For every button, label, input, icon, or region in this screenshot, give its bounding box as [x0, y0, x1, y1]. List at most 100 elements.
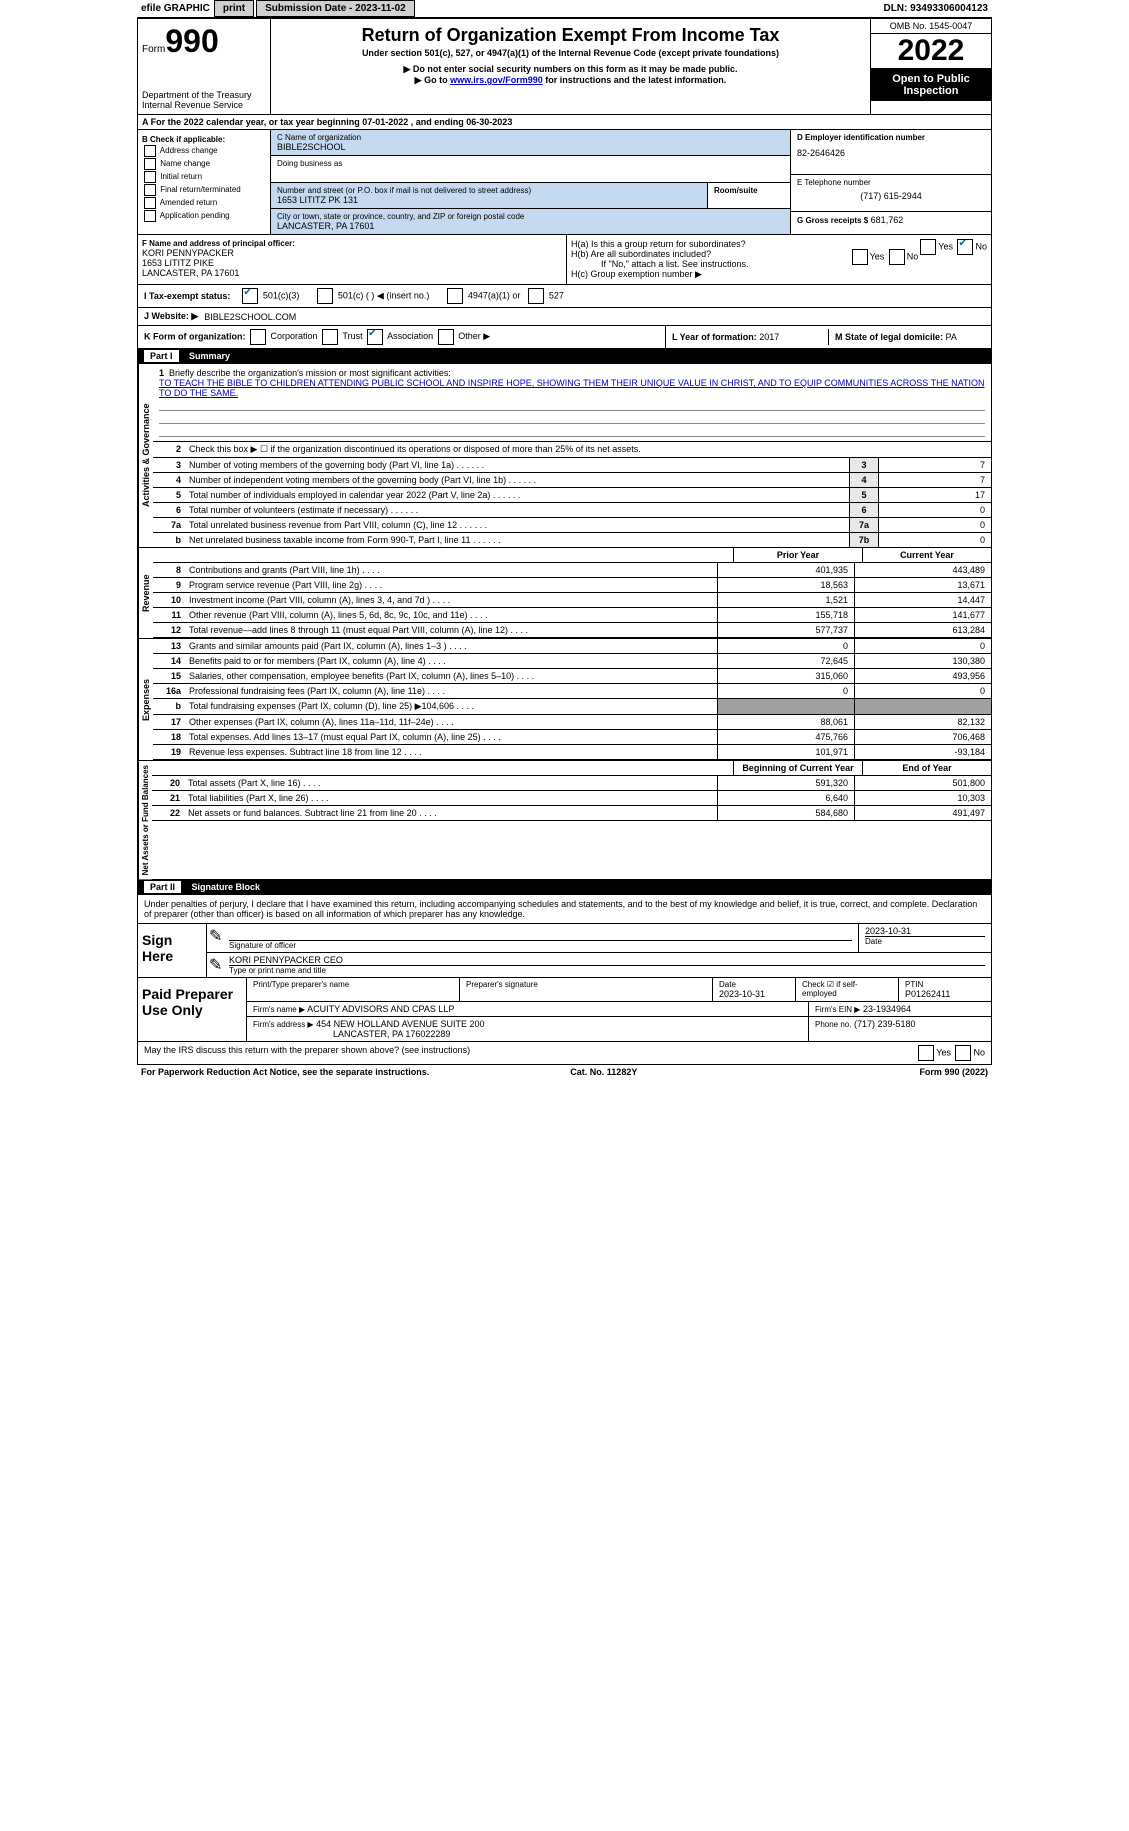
- vert-revenue: Revenue: [138, 548, 153, 638]
- cb-discuss-yes[interactable]: [918, 1045, 934, 1061]
- entity-info: B Check if applicable: Address change Na…: [137, 130, 992, 235]
- cb-final-return[interactable]: Final return/terminated: [142, 184, 266, 196]
- cb-discuss-no[interactable]: [955, 1045, 971, 1061]
- mission-text: TO TEACH THE BIBLE TO CHILDREN ATTENDING…: [159, 378, 984, 398]
- summary-line: 3Number of voting members of the governi…: [153, 458, 991, 473]
- gross-receipts: 681,762: [871, 215, 904, 225]
- tax-year: 2022: [871, 34, 991, 69]
- form-title: Return of Organization Exempt From Incom…: [275, 25, 866, 46]
- summary-line: 5Total number of individuals employed in…: [153, 488, 991, 503]
- data-line: bTotal fundraising expenses (Part IX, co…: [153, 699, 991, 715]
- instructions-link[interactable]: www.irs.gov/Form990: [450, 75, 543, 85]
- firm-name: ACUITY ADVISORS AND CPAS LLP: [307, 1004, 454, 1014]
- cb-501c3[interactable]: 501(c)(3): [240, 288, 299, 304]
- dept-treasury: Department of the Treasury: [142, 90, 266, 100]
- form-org-row: K Form of organization: Corporation Trus…: [137, 326, 992, 349]
- street-row: Number and street (or P.O. box if mail i…: [271, 183, 790, 208]
- data-line: 17Other expenses (Part IX, column (A), l…: [153, 715, 991, 730]
- summary-line: 6Total number of volunteers (estimate if…: [153, 503, 991, 518]
- officer-name: KORI PENNYPACKER: [142, 248, 562, 258]
- open-inspection: Open to Public Inspection: [871, 69, 991, 101]
- data-line: 16aProfessional fundraising fees (Part I…: [153, 684, 991, 699]
- cb-527[interactable]: 527: [526, 288, 564, 304]
- cat-no: Cat. No. 11282Y: [570, 1067, 637, 1077]
- efile-label: efile GRAPHIC: [137, 1, 214, 16]
- form-number: Form990: [142, 23, 266, 60]
- data-line: 9Program service revenue (Part VIII, lin…: [153, 578, 991, 593]
- phone: (717) 615-2944: [797, 191, 985, 201]
- summary-line: bNet unrelated business taxable income f…: [153, 533, 991, 547]
- dba-cell: Doing business as: [271, 156, 790, 183]
- footer: For Paperwork Reduction Act Notice, see …: [137, 1065, 992, 1079]
- part2-header: Part II Signature Block: [137, 880, 992, 895]
- website-row: J Website: ▶ BIBLE2SCHOOL.COM: [137, 308, 992, 326]
- cb-trust[interactable]: Trust: [320, 331, 363, 341]
- data-line: 22Net assets or fund balances. Subtract …: [152, 806, 991, 821]
- website: BIBLE2SCHOOL.COM: [204, 312, 296, 322]
- print-button[interactable]: print: [214, 0, 254, 17]
- firm-ein: 23-1934964: [863, 1004, 911, 1014]
- prep-date: 2023-10-31: [719, 989, 789, 999]
- vert-net-assets: Net Assets or Fund Balances: [138, 761, 152, 879]
- org-name-cell: C Name of organization BIBLE2SCHOOL: [271, 130, 790, 156]
- ha-group-return: H(a) Is this a group return for subordin…: [571, 239, 987, 249]
- discuss-question: May the IRS discuss this return with the…: [144, 1045, 470, 1061]
- year-formed: 2017: [759, 332, 779, 342]
- ptin: P01262411: [905, 989, 985, 999]
- officer-street: 1653 LITITZ PIKE: [142, 258, 562, 268]
- data-line: 11Other revenue (Part VIII, column (A), …: [153, 608, 991, 623]
- form-footer: Form 990 (2022): [919, 1067, 988, 1077]
- mission-block: 1 Briefly describe the organization's mi…: [153, 364, 991, 442]
- col-c-org: C Name of organization BIBLE2SCHOOL Doin…: [271, 130, 791, 234]
- officer-h-row: F Name and address of principal officer:…: [137, 235, 992, 285]
- col-b-header: B Check if applicable:: [142, 135, 266, 144]
- hc-exemption: H(c) Group exemption number ▶: [571, 269, 987, 280]
- vert-activities: Activities & Governance: [138, 364, 153, 547]
- cb-pending[interactable]: Application pending: [142, 210, 266, 222]
- instructions-note: ▶ Go to www.irs.gov/Form990 for instruct…: [275, 75, 866, 86]
- col-d-contact: D Employer identification number 82-2646…: [791, 130, 991, 234]
- city-cell: City or town, state or province, country…: [271, 208, 790, 234]
- data-line: 8Contributions and grants (Part VIII, li…: [153, 563, 991, 578]
- org-name: BIBLE2SCHOOL: [277, 142, 784, 152]
- net-col-header: Beginning of Current Year End of Year: [152, 761, 991, 776]
- officer-city: LANCASTER, PA 17601: [142, 268, 562, 278]
- city-state-zip: LANCASTER, PA 17601: [277, 221, 784, 231]
- data-line: 14Benefits paid to or for members (Part …: [153, 654, 991, 669]
- street-address: 1653 LITITZ PK 131: [277, 195, 701, 205]
- cb-501c[interactable]: 501(c) ( ) ◀ (insert no.): [315, 288, 429, 304]
- expenses-section: Expenses 13Grants and similar amounts pa…: [137, 639, 992, 761]
- topbar: efile GRAPHIC print Submission Date - 20…: [137, 0, 992, 18]
- declaration: Under penalties of perjury, I declare th…: [138, 895, 991, 923]
- col-b-checkboxes: B Check if applicable: Address change Na…: [138, 130, 271, 234]
- pen-icon: ✎: [207, 924, 223, 952]
- data-line: 19Revenue less expenses. Subtract line 1…: [153, 745, 991, 760]
- cb-association[interactable]: Association: [365, 331, 433, 341]
- data-line: 12Total revenue—add lines 8 through 11 (…: [153, 623, 991, 638]
- submission-date: Submission Date - 2023-11-02: [256, 0, 415, 17]
- form-subtitle: Under section 501(c), 527, or 4947(a)(1)…: [275, 48, 866, 58]
- hb-note: If "No," attach a list. See instructions…: [571, 259, 987, 269]
- cb-4947[interactable]: 4947(a)(1) or: [445, 288, 520, 304]
- officer-name-title: KORI PENNYPACKER CEO: [229, 955, 985, 965]
- firm-address1: 454 NEW HOLLAND AVENUE SUITE 200: [316, 1019, 484, 1029]
- cb-address-change[interactable]: Address change: [142, 145, 266, 157]
- cb-name-change[interactable]: Name change: [142, 158, 266, 170]
- part1: Activities & Governance 1 Briefly descri…: [137, 364, 992, 548]
- data-line: 10Investment income (Part VIII, column (…: [153, 593, 991, 608]
- cb-other[interactable]: Other ▶: [436, 331, 490, 341]
- rev-col-header: Prior Year Current Year: [153, 548, 991, 563]
- net-assets-section: Net Assets or Fund Balances Beginning of…: [137, 761, 992, 880]
- data-line: 20Total assets (Part X, line 16) . . . .…: [152, 776, 991, 791]
- irs: Internal Revenue Service: [142, 100, 266, 110]
- paid-preparer-label: Paid Preparer Use Only: [138, 978, 247, 1041]
- ein: 82-2646426: [797, 148, 985, 158]
- data-line: 13Grants and similar amounts paid (Part …: [153, 639, 991, 654]
- form-header: Form990 Department of the Treasury Inter…: [137, 18, 992, 115]
- cb-corporation[interactable]: Corporation: [248, 331, 318, 341]
- omb-number: OMB No. 1545-0047: [871, 19, 991, 34]
- cb-amended[interactable]: Amended return: [142, 197, 266, 209]
- cb-initial-return[interactable]: Initial return: [142, 171, 266, 183]
- dln: DLN: 93493306004123: [879, 1, 992, 16]
- part1-header: Part I Summary: [137, 349, 992, 364]
